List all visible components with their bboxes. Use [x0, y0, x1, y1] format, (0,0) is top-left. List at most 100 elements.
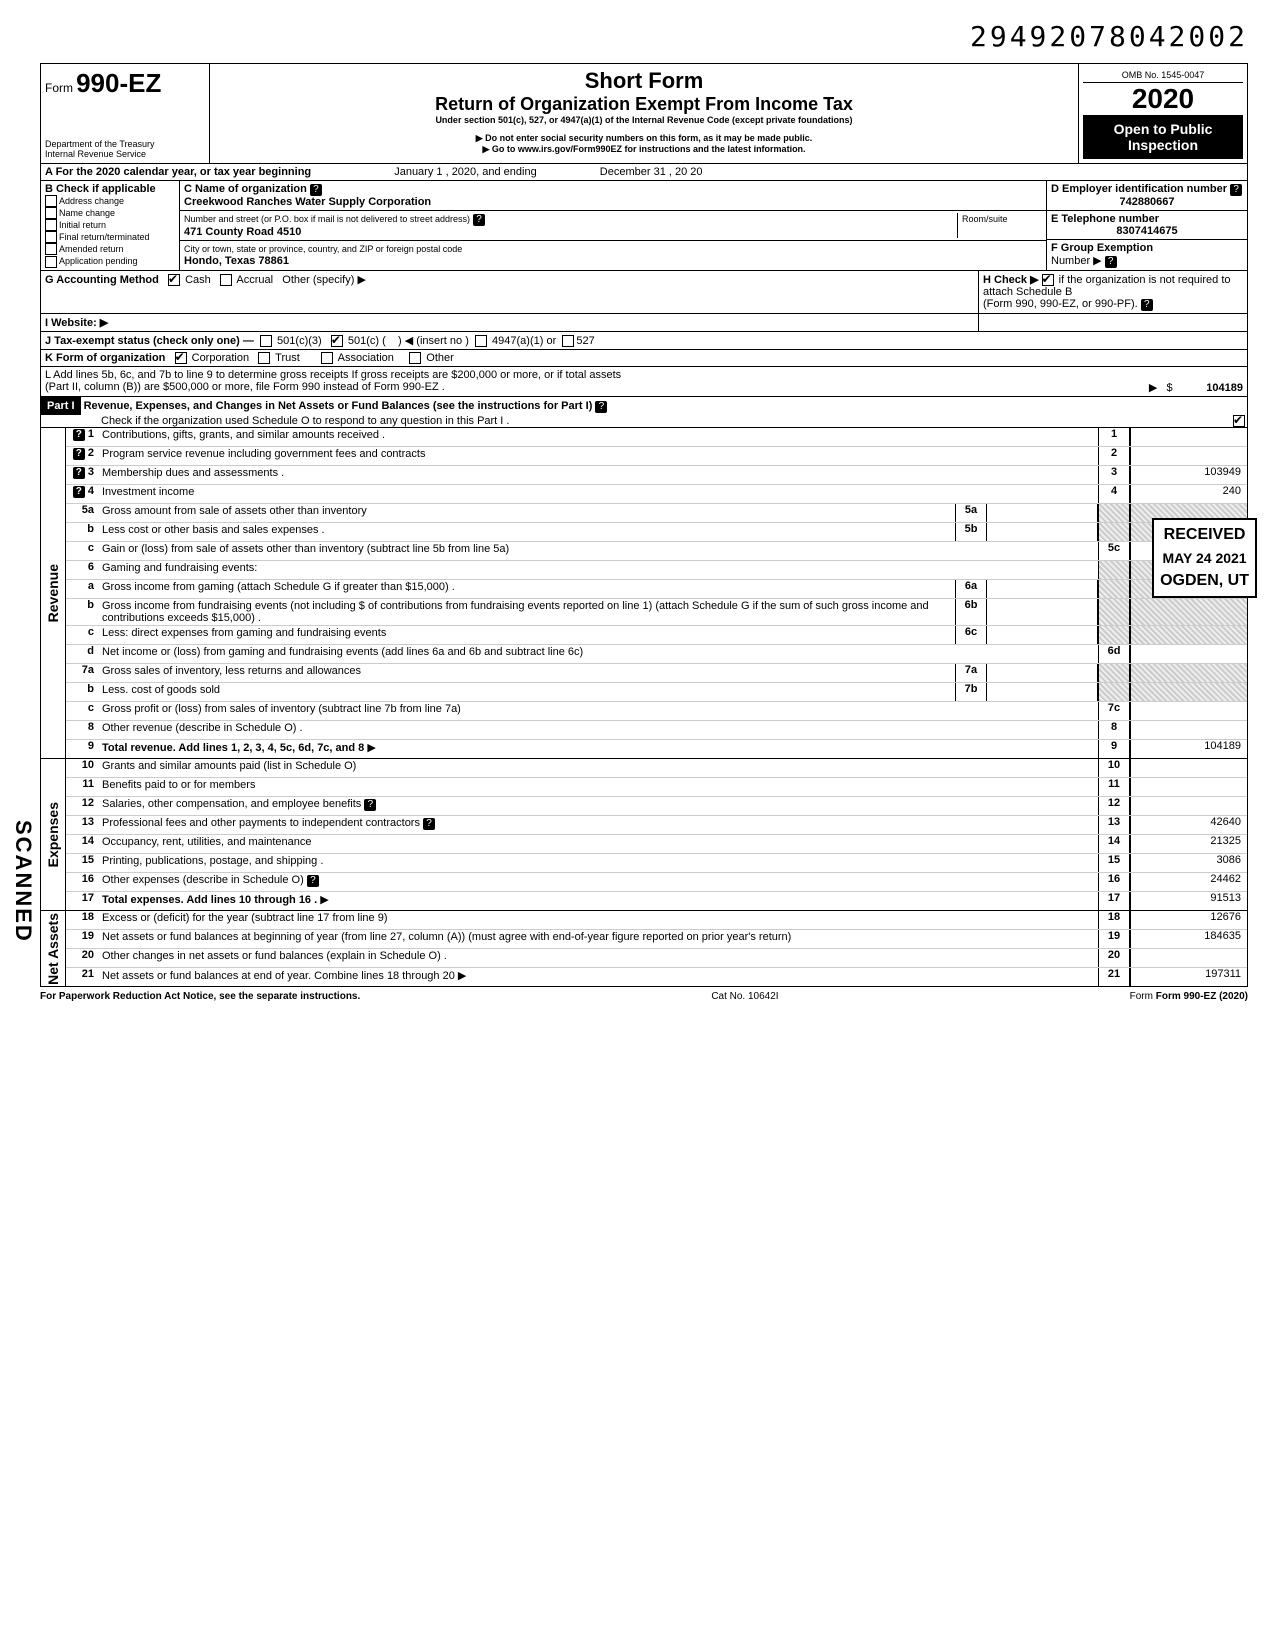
line12-desc: Salaries, other compensation, and employ…	[102, 798, 361, 810]
chk-corp[interactable]	[175, 352, 187, 364]
chk-cash[interactable]	[168, 274, 180, 286]
subtitle: Under section 501(c), 527, or 4947(a)(1)…	[214, 115, 1074, 125]
k-o2: Trust	[275, 352, 300, 364]
line11-val	[1130, 778, 1247, 796]
form-header: Form 990-EZ Department of the Treasury I…	[40, 63, 1248, 164]
line17-val: 91513	[1130, 892, 1247, 910]
line5a-desc: Gross amount from sale of assets other t…	[100, 504, 955, 522]
l-val: 104189	[1206, 382, 1243, 394]
expenses-section: Expenses 10Grants and similar amounts pa…	[40, 759, 1248, 911]
line6d-val	[1130, 645, 1247, 663]
i-label: I Website: ▶	[45, 317, 108, 329]
line13-desc: Professional fees and other payments to …	[102, 817, 420, 829]
j-ins: ◀ (insert no )	[405, 335, 469, 347]
chk-4947[interactable]	[475, 335, 487, 347]
open1: Open to Public	[1089, 121, 1237, 137]
chk-part1[interactable]	[1233, 415, 1245, 427]
footer-left: For Paperwork Reduction Act Notice, see …	[40, 991, 360, 1002]
line2-val	[1130, 447, 1247, 465]
line6a-box: 6a	[955, 580, 987, 598]
row-j: J Tax-exempt status (check only one) — 5…	[40, 332, 1248, 350]
help-icon: ?	[307, 875, 319, 887]
line1-desc: Contributions, gifts, grants, and simila…	[100, 428, 1098, 446]
a-end: December 31	[600, 166, 666, 178]
chk-h[interactable]	[1042, 274, 1054, 286]
chk-other[interactable]	[409, 352, 421, 364]
chk-final[interactable]	[45, 231, 57, 243]
line20-desc: Other changes in net assets or fund bala…	[100, 949, 1098, 967]
help-icon: ?	[364, 799, 376, 811]
org-name: Creekwood Ranches Water Supply Corporati…	[184, 196, 431, 208]
form-number: 990-EZ	[76, 68, 161, 98]
chk-address[interactable]	[45, 195, 57, 207]
dept: Department of the Treasury	[45, 139, 205, 149]
chk-initial[interactable]	[45, 219, 57, 231]
stamp-date: MAY 24 2021	[1160, 550, 1249, 566]
line7b-desc: Less. cost of goods sold	[100, 683, 955, 701]
revenue-section: Revenue ? 1Contributions, gifts, grants,…	[40, 428, 1248, 759]
k-o1: Corporation	[192, 352, 249, 364]
part1-label: Part I	[41, 397, 81, 415]
chk-trust[interactable]	[258, 352, 270, 364]
line1-val	[1130, 428, 1247, 446]
city-label: City or town, state or province, country…	[184, 244, 462, 254]
line5b-desc: Less cost or other basis and sales expen…	[100, 523, 955, 541]
a-begin: January 1	[394, 166, 442, 178]
chk-pending[interactable]	[45, 256, 57, 268]
line18-val: 12676	[1130, 911, 1247, 929]
row-l: L Add lines 5b, 6c, and 7b to line 9 to …	[40, 367, 1248, 397]
line19-desc: Net assets or fund balances at beginning…	[100, 930, 1098, 948]
org-addr: 471 County Road 4510	[184, 226, 301, 238]
room-label: Room/suite	[962, 214, 1008, 224]
dln: 29492078042002	[40, 20, 1248, 53]
l-line2: (Part II, column (B)) are $500,000 or mo…	[45, 381, 445, 393]
chk-accrual[interactable]	[220, 274, 232, 286]
k-o3: Association	[338, 352, 394, 364]
line20-val	[1130, 949, 1247, 967]
chk-501c3[interactable]	[260, 335, 272, 347]
chk-501c[interactable]	[331, 335, 343, 347]
row-gh: G Accounting Method Cash Accrual Other (…	[40, 271, 1248, 314]
org-city: Hondo, Texas 78861	[184, 255, 289, 267]
line14-desc: Occupancy, rent, utilities, and maintena…	[100, 835, 1098, 853]
netassets-section: Net Assets 18Excess or (deficit) for the…	[40, 911, 1248, 987]
chk-527[interactable]	[562, 335, 574, 347]
d-label: D Employer identification number	[1051, 183, 1227, 195]
l-line1: L Add lines 5b, 6c, and 7b to line 9 to …	[45, 369, 621, 381]
line15-val: 3086	[1130, 854, 1247, 872]
k-label: K Form of organization	[45, 352, 165, 364]
open-public: Open to Public Inspection	[1083, 115, 1243, 159]
row-bcdef: B Check if applicable Address change Nam…	[40, 181, 1248, 271]
line12-val	[1130, 797, 1247, 815]
line2-desc: Program service revenue including govern…	[100, 447, 1098, 465]
footer-right-prefix: Form	[1130, 991, 1156, 1002]
line7c-val	[1130, 702, 1247, 720]
opt-amended: Amended return	[59, 244, 124, 254]
line9-val: 104189	[1130, 740, 1247, 758]
phone: 8307414675	[1051, 225, 1243, 237]
line17-desc: Total expenses. Add lines 10 through 16 …	[102, 894, 317, 906]
scanned-stamp: SCANNED	[10, 820, 36, 943]
c-label: C Name of organization	[184, 183, 307, 195]
b-label: B Check if applicable	[45, 183, 156, 195]
omb: OMB No. 1545-0047	[1083, 68, 1243, 83]
chk-assoc[interactable]	[321, 352, 333, 364]
chk-amended[interactable]	[45, 243, 57, 255]
line19-val: 184635	[1130, 930, 1247, 948]
line7c-desc: Gross profit or (loss) from sales of inv…	[100, 702, 1098, 720]
line7b-box: 7b	[955, 683, 987, 701]
line6c-box: 6c	[955, 626, 987, 644]
line14-val: 21325	[1130, 835, 1247, 853]
line7a-box: 7a	[955, 664, 987, 682]
j-o1: 501(c)(3)	[277, 335, 322, 347]
j-label: J Tax-exempt status (check only one) —	[45, 335, 254, 347]
j-o3: 4947(a)(1) or	[492, 335, 556, 347]
h-label: H Check ▶	[983, 274, 1039, 286]
g-label: G Accounting Method	[45, 274, 159, 286]
line16-val: 24462	[1130, 873, 1247, 891]
line9-desc: Total revenue. Add lines 1, 2, 3, 4, 5c,…	[102, 742, 364, 754]
g-other: Other (specify) ▶	[282, 274, 366, 286]
line6b-desc: Gross income from fundraising events (no…	[100, 599, 955, 625]
chk-name[interactable]	[45, 207, 57, 219]
row-i: I Website: ▶	[40, 314, 1248, 332]
